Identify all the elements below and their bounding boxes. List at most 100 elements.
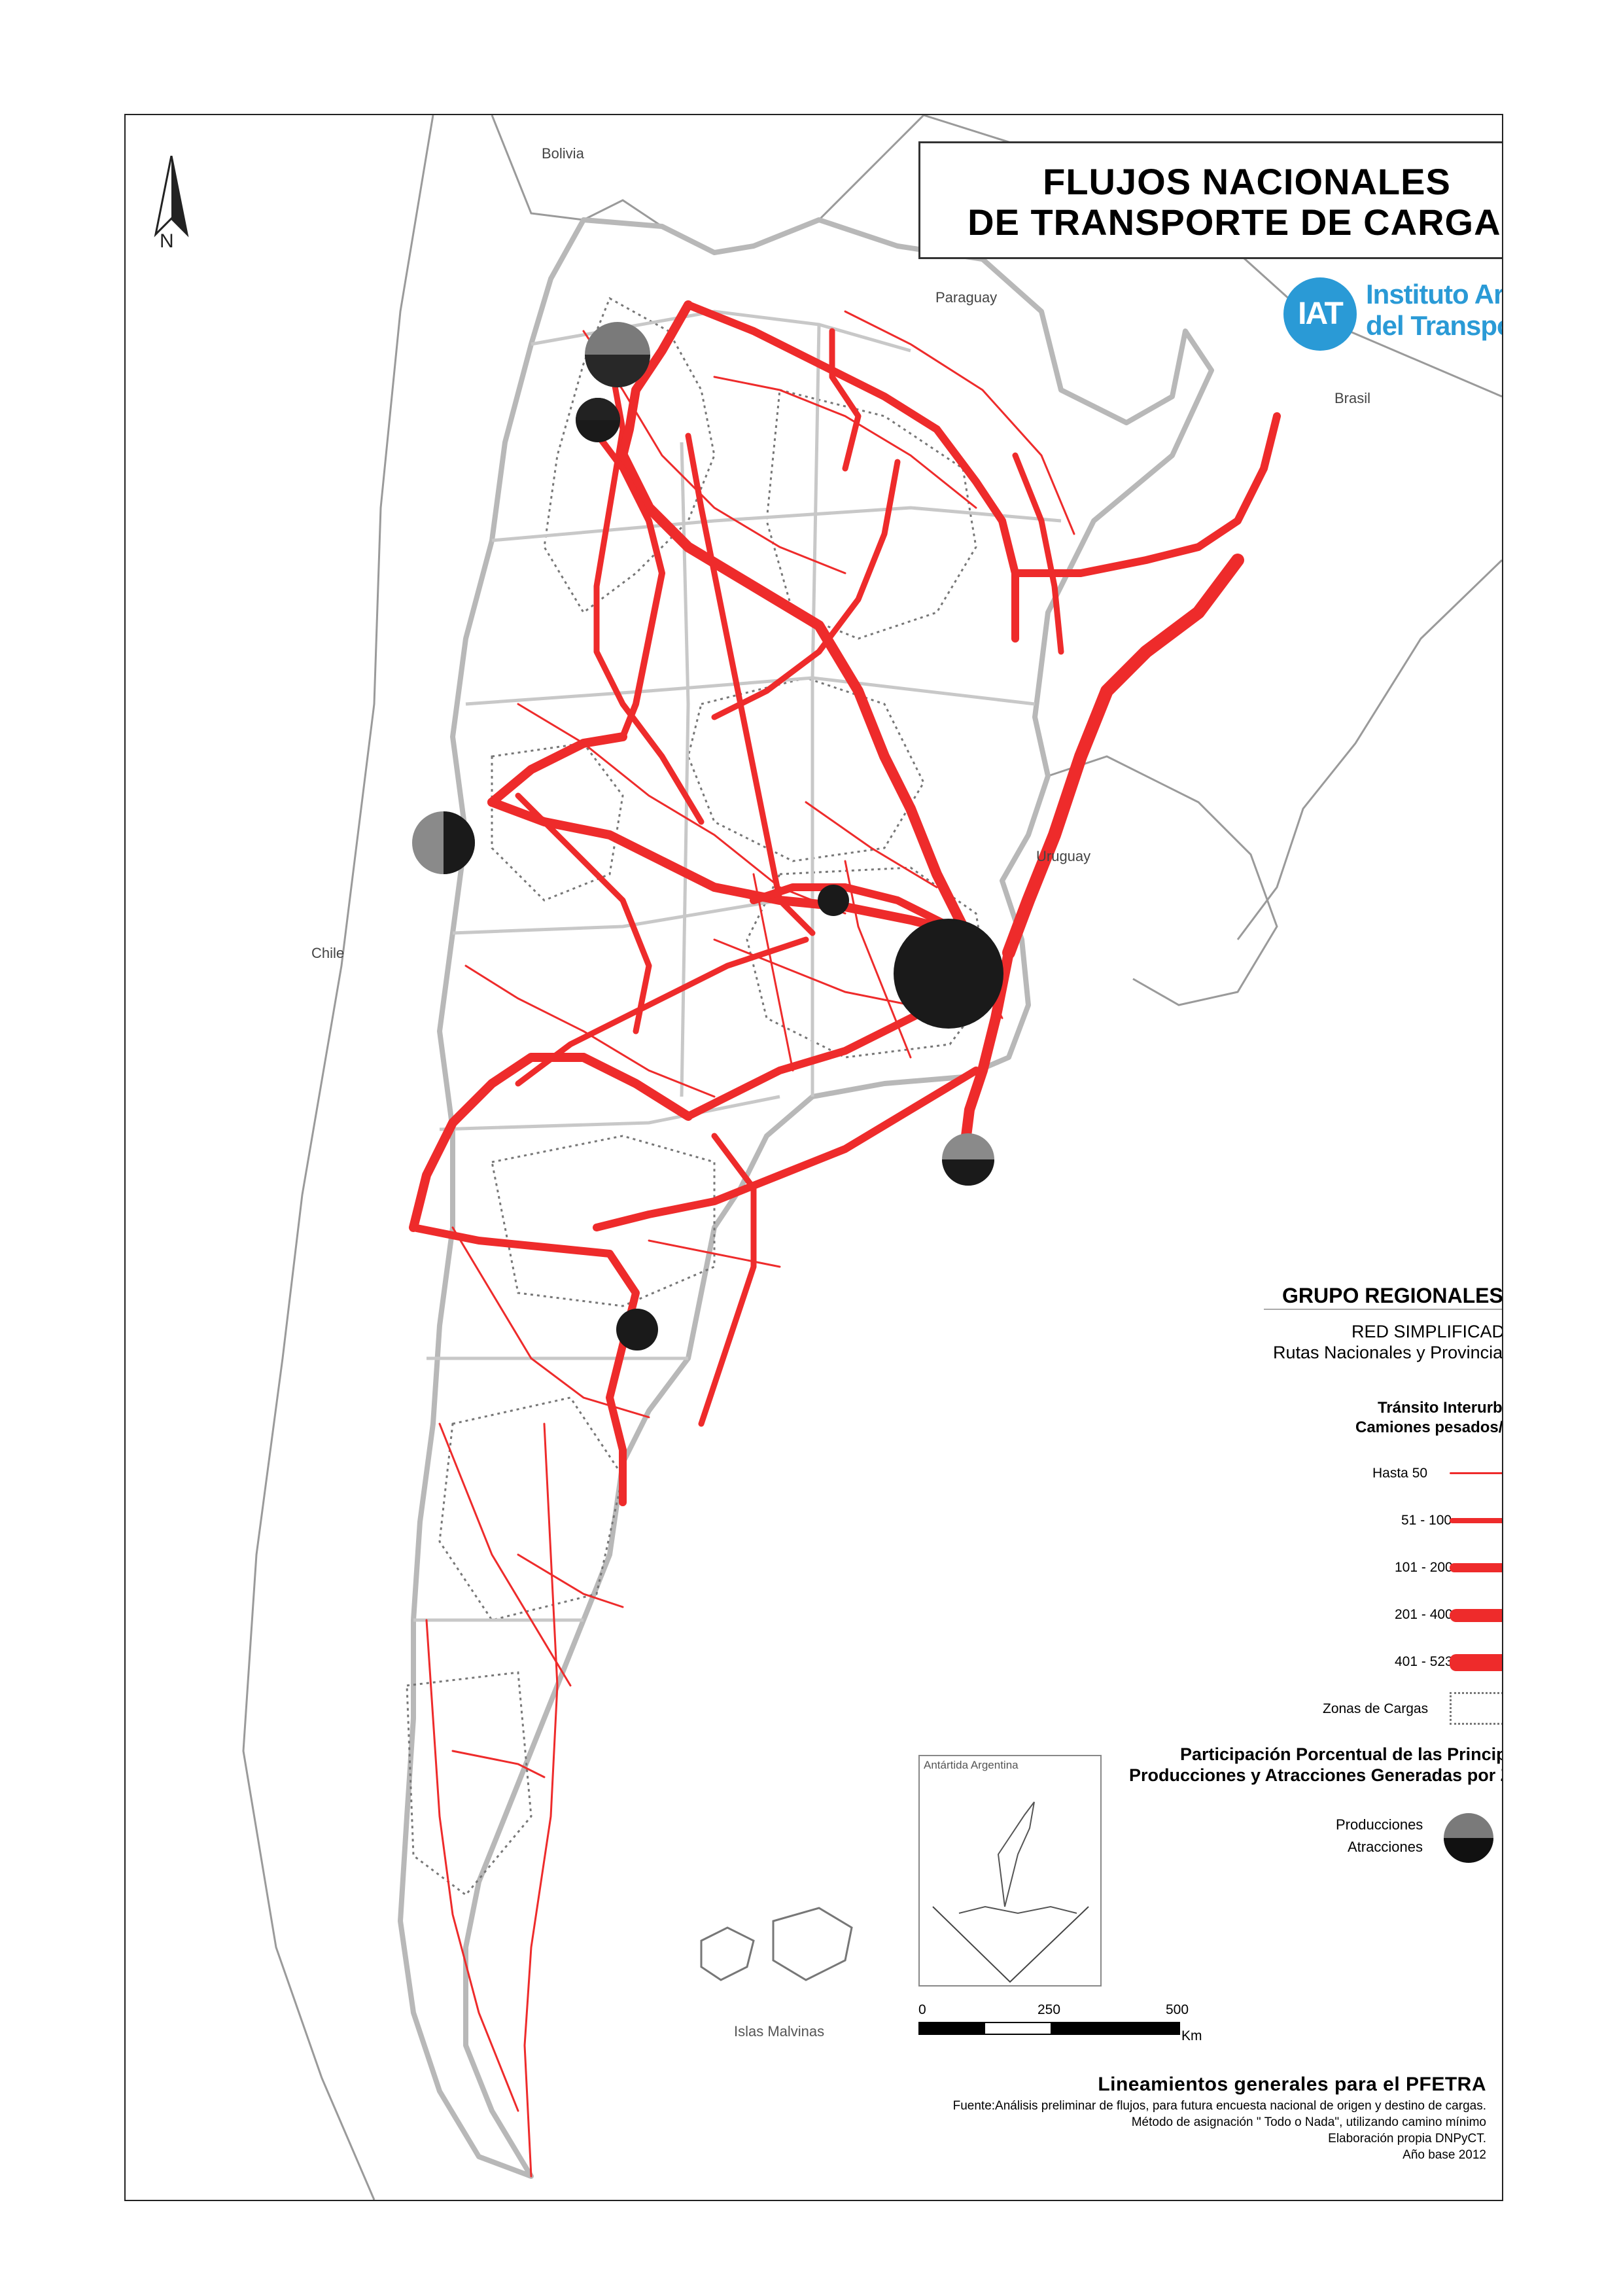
node-buenos-aires	[894, 919, 1003, 1029]
credits-title: Lineamientos generales para el PFETRA	[1098, 2074, 1486, 2095]
scale-tick-250: 250	[1037, 2002, 1061, 2017]
scale-seg-3	[1051, 2023, 1180, 2034]
label-bolivia: Bolivia	[542, 145, 584, 162]
route-minor	[451, 1226, 650, 1419]
node-atracciones	[585, 355, 650, 387]
antartida-map	[932, 1801, 1089, 1983]
label-brasil: Brasil	[1334, 390, 1371, 406]
route-major	[580, 413, 665, 740]
label-paraguay: Paraguay	[935, 289, 998, 306]
legend-class-4-line	[1450, 1609, 1502, 1622]
zone-noa	[543, 296, 716, 614]
route-minor	[648, 1239, 781, 1268]
iat-name-line-1: Instituto Argentino	[1366, 279, 1503, 309]
iat-name-line-2: del Transporte	[1366, 310, 1502, 341]
legend-atracciones-label: Atracciones	[1348, 1839, 1423, 1855]
north-letter: N	[160, 230, 174, 252]
legend-share-title-2: Producciones y Atracciones Generadas por…	[1129, 1765, 1503, 1785]
province-line	[811, 324, 821, 1097]
route-minor	[517, 1553, 624, 1608]
antartida-peninsula	[997, 1801, 1035, 1907]
iat-logo-name: Instituto Argentino del Transporte	[1366, 279, 1503, 342]
legend-class-5-label: 401 - 523	[1395, 1654, 1453, 1669]
route-major	[750, 883, 967, 937]
route-major	[958, 947, 1014, 1167]
route-medium	[1012, 452, 1064, 655]
node-producciones	[894, 919, 1003, 1029]
chile-coast	[242, 115, 434, 2200]
antartida-inset: Antártida Argentina	[918, 1755, 1102, 1987]
legend-class-5-line	[1450, 1654, 1502, 1671]
route-minor	[425, 1619, 519, 2112]
title-line-1: FLUJOS NACIONALES	[1043, 161, 1451, 202]
node-producciones	[818, 885, 849, 916]
province-boundaries	[413, 309, 1062, 1622]
zone-patagonia-c	[438, 1396, 624, 1621]
route-medium	[829, 328, 862, 472]
legend-zones-key	[1450, 1692, 1502, 1725]
legend-traffic-title-2: Camiones pesados/día	[1355, 1419, 1503, 1436]
route-major	[487, 798, 967, 938]
route-major	[618, 450, 968, 932]
scale-bar-graphic	[918, 2022, 1180, 2035]
legend-class-1-label: Hasta 50	[1372, 1466, 1428, 1481]
route-medium	[698, 1133, 757, 1427]
legend-network-title: RED SIMPLIFICADA	[1351, 1322, 1503, 1341]
map-canvas	[242, 115, 1502, 2200]
node-neuquen	[616, 1309, 658, 1351]
label-uruguay: Uruguay	[1036, 848, 1091, 864]
legend-pie-atracciones	[1444, 1838, 1493, 1863]
credits-line-2: Método de asignación " Todo o Nada", uti…	[1131, 2115, 1486, 2129]
route-medium	[593, 354, 705, 825]
legend-class-2-label: 51 - 100	[1401, 1513, 1452, 1528]
zone-nodes	[412, 322, 1003, 1351]
north-arrow-half	[171, 156, 187, 234]
legend-group-title: GRUPO REGIONALES	[1282, 1284, 1503, 1307]
credits: Lineamientos generales para el PFETRA Fu…	[780, 2072, 1486, 2163]
zone-pampa	[746, 866, 990, 1059]
route-medium	[711, 459, 901, 720]
node-rosario	[818, 885, 849, 916]
map-frame: Bolivia Paraguay Brasil Uruguay Chile N …	[124, 114, 1503, 2201]
uruguay-border	[1047, 755, 1278, 1006]
label-chile: Chile	[311, 945, 345, 961]
route-major	[618, 300, 693, 460]
legend-class-2-line	[1450, 1518, 1502, 1523]
route-minor	[438, 1422, 572, 1687]
zone-nea	[765, 389, 977, 640]
route-major	[593, 1067, 980, 1231]
antartida-sector	[932, 1906, 1089, 1983]
scale-tick-500: 500	[1166, 2002, 1189, 2017]
scale-bar: 0 250 500 Km	[918, 2002, 1202, 2048]
north-arrow-icon	[154, 156, 189, 238]
network-medium	[515, 328, 1064, 1427]
node-producciones-slice	[576, 398, 620, 420]
brasil-coast	[1236, 559, 1502, 940]
zone-centro	[687, 677, 925, 862]
province-line	[465, 676, 1036, 706]
route-minor	[523, 1422, 559, 2178]
malvinas-east	[772, 1907, 853, 1981]
zone-patagonia-n	[491, 1135, 716, 1307]
route-major	[487, 732, 627, 807]
malvinas-label: Islas Malvinas	[734, 2023, 825, 2040]
legend-traffic-title-1: Tránsito Interurbano	[1378, 1399, 1503, 1417]
malvinas-west	[700, 1926, 755, 1981]
legend-class-1-line	[1450, 1472, 1502, 1474]
legend-class-3-label: 101 - 200	[1395, 1560, 1453, 1575]
route-minor	[844, 310, 1075, 535]
credits-line-4: Año base 2012	[1403, 2148, 1486, 2162]
node-jujuy	[585, 322, 650, 387]
scale-seg-2	[985, 2023, 1051, 2034]
iat-logo: IAT Instituto Argentino del Transporte	[1283, 275, 1503, 353]
legend-network-subtitle: Rutas Nacionales y Provinciales	[1273, 1343, 1503, 1362]
legend-divider	[1264, 1309, 1502, 1310]
route-major	[1002, 554, 1244, 959]
node-tucuman	[576, 398, 620, 442]
province-line	[439, 1095, 780, 1131]
node-atracciones	[942, 1159, 994, 1186]
title-line-2: DE TRANSPORTE DE CARGAS	[967, 202, 1503, 243]
malvinas-islands	[700, 1907, 853, 1981]
zone-patagonia-s	[406, 1671, 532, 1897]
iat-logo-mark: IAT	[1283, 277, 1357, 351]
